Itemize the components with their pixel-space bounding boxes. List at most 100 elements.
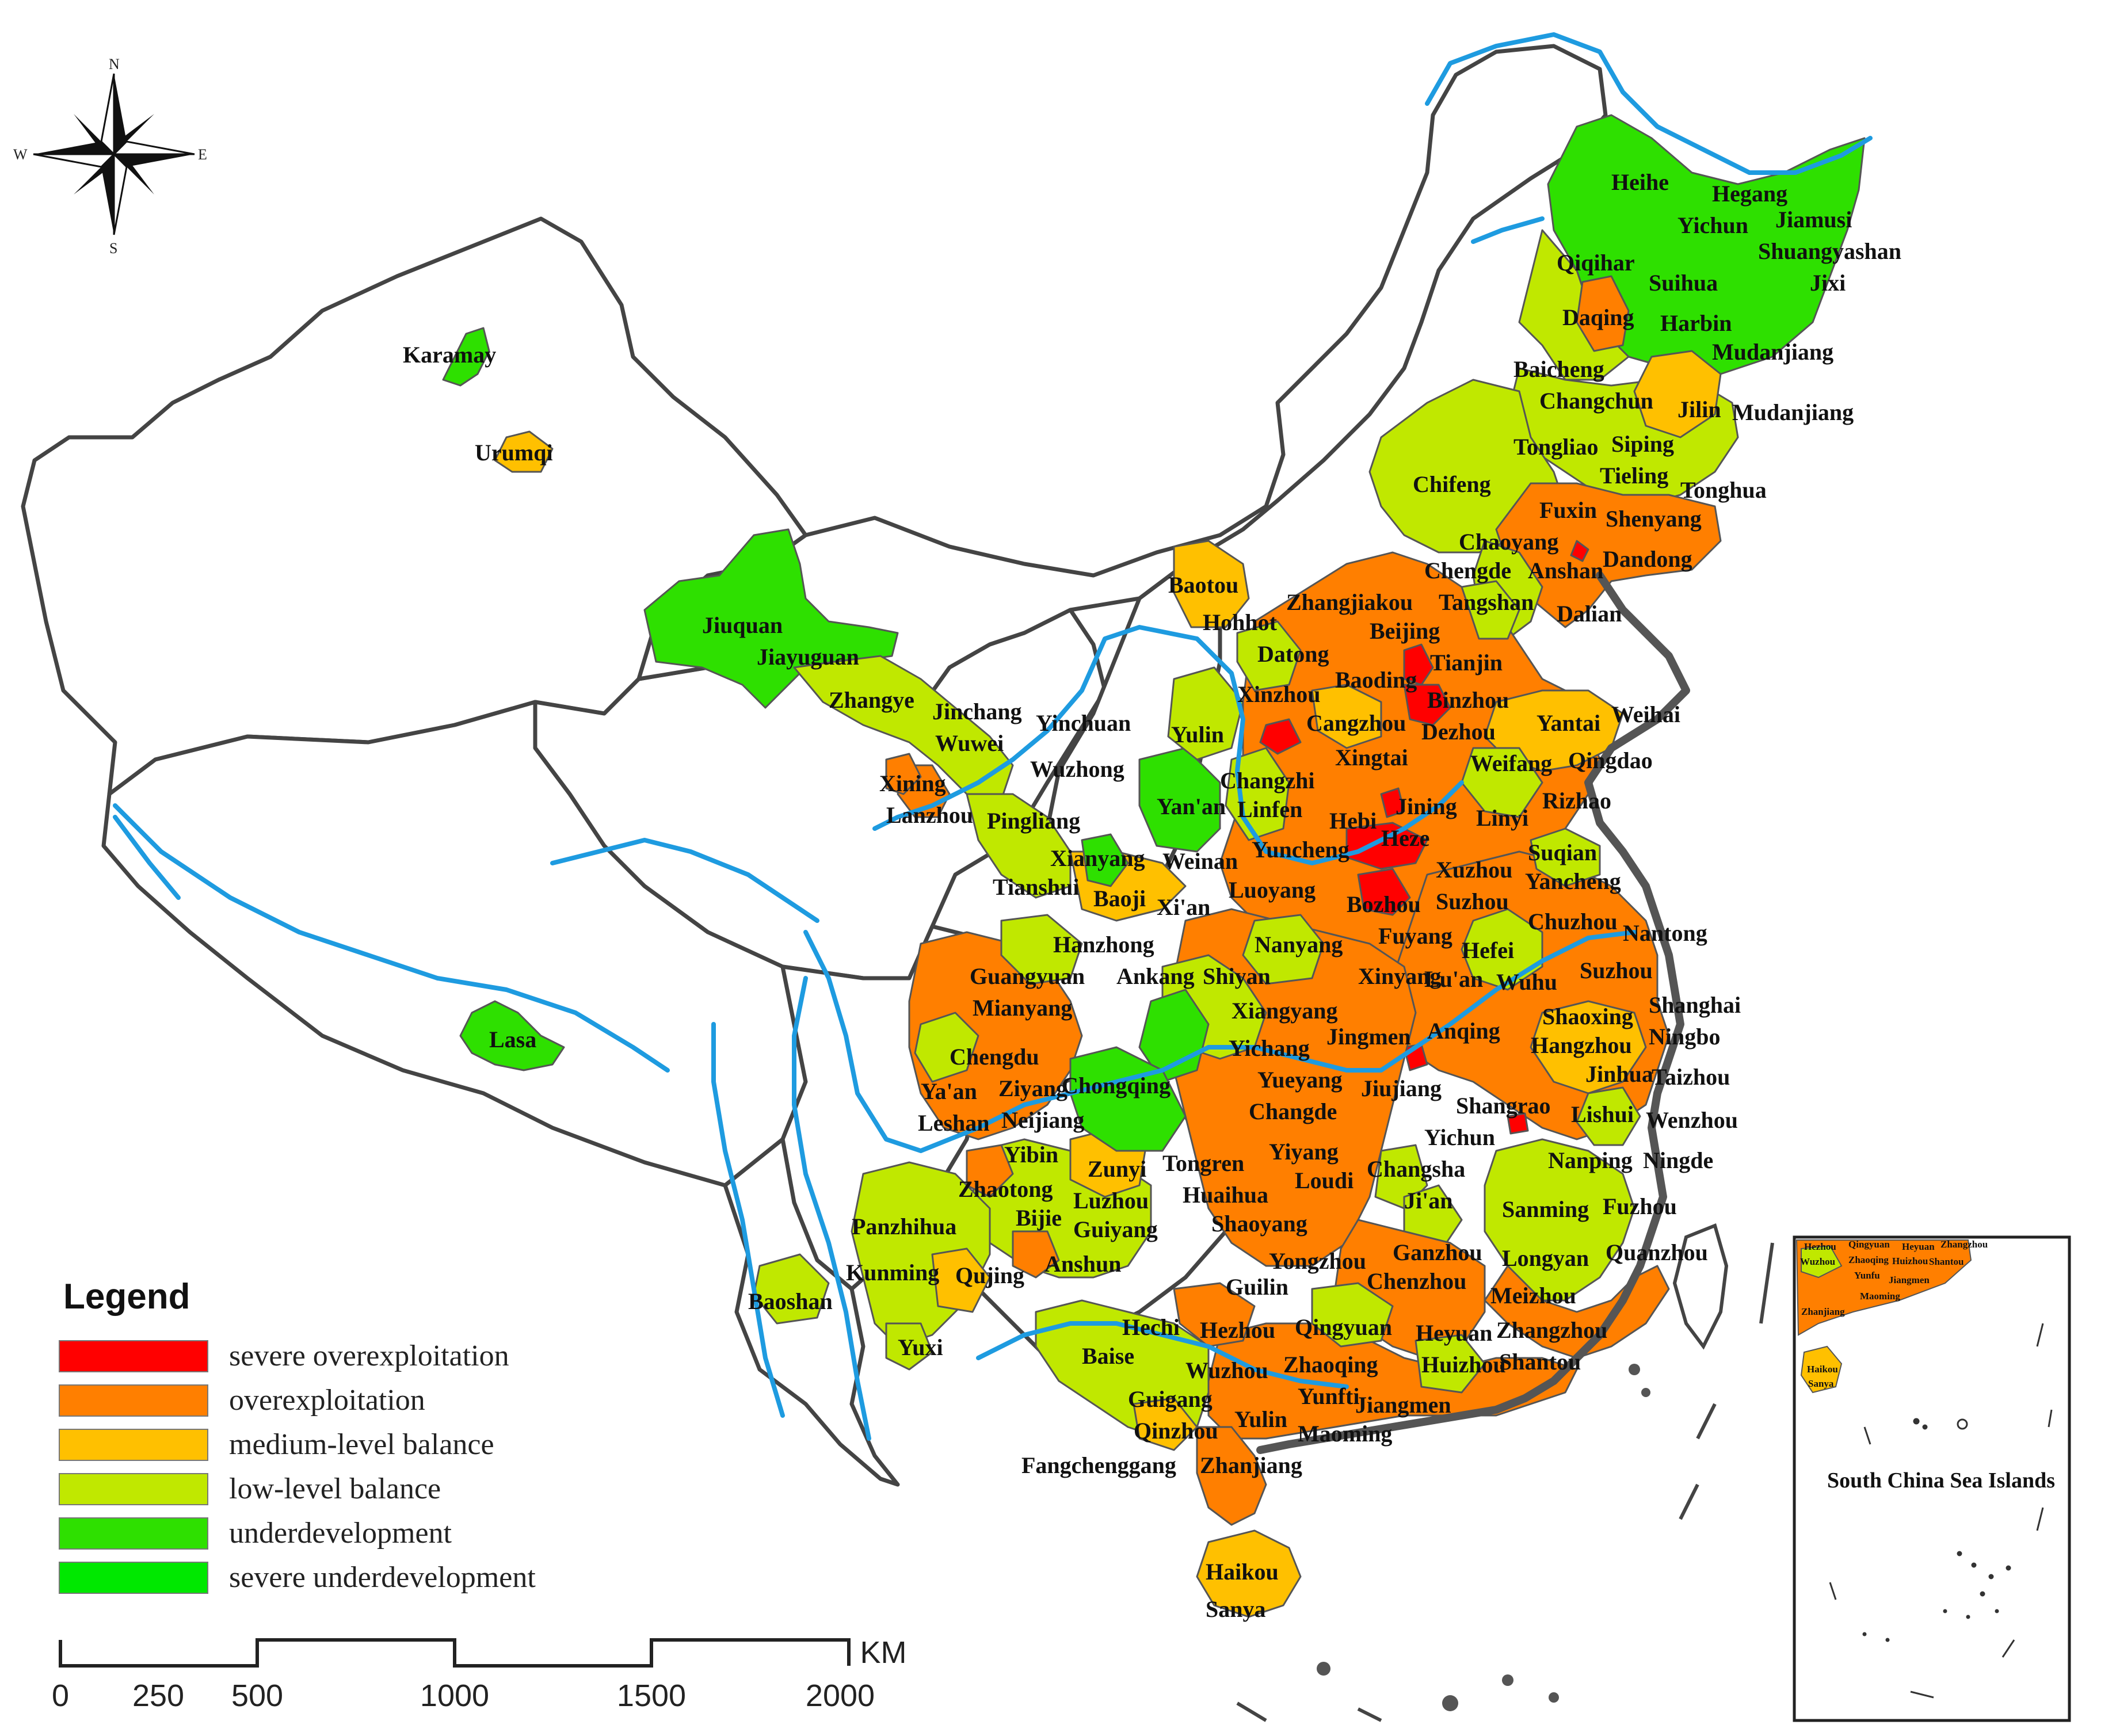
inset-dash	[2001, 1639, 2015, 1658]
city-label-yiyang: Yiyang	[1269, 1139, 1339, 1165]
southwest-river-2	[711, 1022, 785, 1418]
city-label-baoding: Baoding	[1335, 667, 1417, 693]
dash-line	[1357, 1707, 1382, 1722]
city-label-fuxin: Fuxin	[1539, 497, 1597, 523]
inset-island	[1943, 1609, 1947, 1613]
city-label-lanzhou: Lanzhou	[886, 802, 973, 828]
city-label-shenyang: Shenyang	[1606, 506, 1702, 532]
city-label-changchun: Changchun	[1539, 388, 1653, 414]
city-label-suzhou-s: Suzhou	[1580, 957, 1653, 983]
city-label-hefei: Hefei	[1462, 937, 1514, 963]
scale-tick-2000: 2000	[806, 1678, 875, 1713]
coastal-islands	[1317, 1364, 1650, 1711]
region-polygons	[442, 114, 1866, 1618]
city-label-chifeng: Chifeng	[1413, 471, 1491, 497]
region-yulin-lowbal	[1167, 666, 1244, 761]
inset-island	[1957, 1551, 1962, 1556]
region-huizhou-lowbal	[1415, 1334, 1486, 1394]
city-label-urumqi: Urumqi	[475, 440, 553, 466]
tibet-river-west	[113, 815, 181, 900]
city-label-bijie: Bijie	[1016, 1205, 1062, 1231]
city-label-chengde: Chengde	[1424, 558, 1511, 583]
inset-lowbal-patch	[1801, 1245, 1843, 1279]
scale-unit: KM	[860, 1635, 907, 1670]
city-label-guiyang: Guiyang	[1073, 1216, 1158, 1242]
compass-point-w-light	[33, 153, 116, 168]
city-label-jixi: Jixi	[1810, 270, 1846, 296]
legend-swatch	[59, 1517, 208, 1550]
southwest-river-1	[792, 976, 871, 1441]
city-label-changzhi: Changzhi	[1220, 768, 1315, 793]
compass-point-n-light	[100, 73, 115, 157]
city-label-shaoxing: Shaoxing	[1542, 1004, 1633, 1029]
city-label-suzhou-n: Suzhou	[1436, 888, 1509, 914]
inset-label: Heyuan	[1902, 1241, 1935, 1252]
yangtze-river	[803, 930, 1637, 1153]
city-label-shuangyashan: Shuangyashan	[1758, 238, 1901, 264]
city-label-guilin: Guilin	[1226, 1274, 1288, 1300]
inset-island	[2006, 1565, 2011, 1571]
city-label-yulin-n: Yulin	[1171, 722, 1224, 747]
scale-tick-500: 500	[231, 1678, 283, 1713]
city-label-ganzhou: Ganzhou	[1393, 1239, 1482, 1265]
region-baotou-medbal	[1173, 540, 1250, 628]
inset-island	[1966, 1615, 1970, 1619]
city-label-wuwei: Wuwei	[935, 730, 1004, 756]
region-anshun-over	[1012, 1230, 1060, 1279]
city-label-nanping: Nanping	[1548, 1147, 1633, 1173]
inset-dash	[2036, 1323, 2044, 1347]
yellow-river	[872, 625, 1464, 865]
inset-label: Shantou	[1929, 1256, 1964, 1267]
city-label-hangzhou: Hangzhou	[1531, 1032, 1632, 1058]
inset-dash	[2036, 1507, 2044, 1531]
city-label-binzhou: Binzhou	[1427, 687, 1509, 713]
island	[1502, 1674, 1513, 1686]
region-beijing-severe	[1403, 643, 1434, 686]
city-label-karamay: Karamay	[403, 342, 496, 368]
scale-tick-0: 0	[52, 1678, 69, 1713]
city-label-mudanjiang2: Mudanjiang	[1732, 399, 1854, 425]
inset-hainan	[1800, 1345, 1843, 1394]
city-label-quanzhou: Quanzhou	[1606, 1239, 1708, 1265]
legend-swatch	[59, 1472, 208, 1505]
island	[1641, 1388, 1650, 1397]
legend-swatch	[59, 1561, 208, 1594]
city-label-xining: Xining	[879, 770, 946, 796]
inset-label: Huizhou	[1892, 1256, 1928, 1266]
inset-label: Wuzhou	[1800, 1256, 1835, 1267]
region-zhejiang-medbal	[1530, 1000, 1647, 1094]
region-kunming-medbal	[931, 1247, 991, 1313]
compass-point-e-light	[112, 140, 195, 155]
city-label-yichun-s: Yichun	[1424, 1124, 1495, 1150]
city-label-tongliao: Tongliao	[1513, 434, 1598, 460]
city-label-baotou: Baotou	[1168, 572, 1238, 598]
region-jilin-medbal	[1633, 350, 1722, 438]
city-label-baicheng: Baicheng	[1513, 356, 1604, 382]
region-yichang-green	[1138, 989, 1210, 1083]
city-label-zhanjiang: Zhanjiang	[1200, 1452, 1302, 1478]
legend-item-severe-overexploitation: severe overexploitation	[59, 1334, 536, 1378]
city-label-baise: Baise	[1082, 1343, 1134, 1369]
legend-label: underdevelopment	[229, 1517, 452, 1550]
city-label-bozhou: Bozhou	[1347, 891, 1421, 917]
city-label-chongqing: Chongqing	[1062, 1073, 1171, 1098]
city-label-maoming: Maoming	[1298, 1421, 1392, 1447]
taiwan-outline	[1672, 1223, 1729, 1350]
scale-tick-1000: 1000	[420, 1678, 489, 1713]
city-label-jinchang: Jinchang	[932, 699, 1022, 724]
city-label-hegang: Hegang	[1712, 181, 1787, 207]
region-fujian-over	[1484, 1265, 1670, 1359]
city-label-heyuan: Heyuan	[1416, 1320, 1492, 1346]
region-yancheng-lowbal	[1530, 827, 1601, 887]
region-datong-lowbal	[1236, 620, 1302, 692]
city-label-tieling: Tieling	[1600, 463, 1668, 489]
inset-dash	[1863, 1426, 1871, 1445]
scale-tick-250: 250	[132, 1678, 184, 1713]
city-label-xuzhou: Xuzhou	[1436, 857, 1512, 883]
region-zhaotong-over	[966, 1144, 1014, 1198]
region-yuxi-lowbal	[885, 1322, 933, 1371]
city-label-yulin-s: Yulin	[1234, 1406, 1287, 1432]
city-label-tianjin: Tianjin	[1430, 650, 1503, 676]
city-label-fuzhou: Fuzhou	[1603, 1193, 1677, 1219]
scale-bar-line	[59, 1638, 851, 1668]
